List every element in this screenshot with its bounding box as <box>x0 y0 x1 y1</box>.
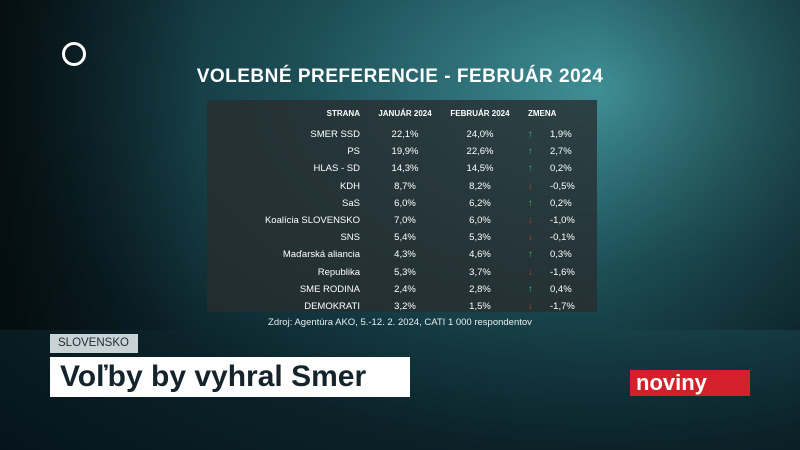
table-cell: ↑ 0,3% <box>518 246 597 263</box>
table-cell: 7,0% <box>394 215 416 227</box>
trend-arrow: ↓ <box>528 215 533 227</box>
change-value: 0,2% <box>550 163 572 175</box>
table-cell: 6,0% <box>469 215 491 227</box>
table-cell: 5,4% <box>394 232 416 244</box>
table-cell: 1,5% <box>469 300 491 312</box>
title: VOLEBNÉ PREFERENCIE - FEBRUÁR 2024 <box>196 66 604 87</box>
change-value: -1,7% <box>550 300 575 312</box>
table-cell: ↑ 1,9% <box>518 126 597 143</box>
table-row: HLAS - SD 14,3% 14,5% ↑ 0,2% <box>207 160 597 177</box>
trend-arrow: ↑ <box>528 146 533 158</box>
table-cell: Maďarská aliancia <box>282 249 360 261</box>
table-row: DEMOKRATI 3,2% 1,5% ↓ -1,7% <box>207 298 597 315</box>
table-cell: SMER SSD <box>310 129 360 141</box>
table-row: SNS 5,4% 5,3% ↓ -0,1% <box>207 229 597 246</box>
source: Zdroj: Agentúra AKO, 5.-12. 2. 2024, CAT… <box>268 317 532 328</box>
table-cell: ↓ -0,5% <box>518 178 597 195</box>
trend-arrow: ↓ <box>528 266 533 278</box>
table-row: Koalícia SLOVENSKO 7,0% 6,0% ↓ -1,0% <box>207 212 597 229</box>
table-panel: STRANA JANUÁR 2024 FEBRUÁR 2024 ZMENA SMER … <box>207 100 597 312</box>
table-cell: HLAS - SD <box>313 163 360 175</box>
table-cell: 22,1% <box>391 129 419 141</box>
headline: Voľby by vyhral Smer <box>50 357 410 397</box>
table-cell: ↓ -1,6% <box>518 264 597 281</box>
table-cell: 4,6% <box>469 249 491 261</box>
table-row: SaS 6,0% 6,2% ↑ 0,2% <box>207 195 597 212</box>
table-cell: PS <box>347 146 360 158</box>
table-row: SME RODINA 2,4% 2,8% ↑ 0,4% <box>207 281 597 298</box>
table-cell: Republika <box>317 266 360 278</box>
trend-arrow: ↑ <box>528 283 533 295</box>
table-cell: ↑ 0,2% <box>518 160 597 177</box>
column-header: JANUÁR 2024 <box>378 108 432 118</box>
table-cell: 14,3% <box>391 163 419 175</box>
table-cell: 19,9% <box>391 146 419 158</box>
table-cell: 4,3% <box>394 249 416 261</box>
table-cell: ↑ 2,7% <box>518 143 597 160</box>
change-value: 0,2% <box>550 197 572 209</box>
table-cell: 6,2% <box>469 197 491 209</box>
table-cell: SME RODINA <box>299 283 360 295</box>
table-cell: SNS <box>340 232 360 244</box>
table-cell: 8,7% <box>394 180 416 192</box>
table-cell: 5,3% <box>394 266 416 278</box>
trend-arrow: ↑ <box>528 197 533 209</box>
table-cell: 3,2% <box>394 300 416 312</box>
table-cell: Koalícia SLOVENSKO <box>264 215 360 227</box>
table-cell: 24,0% <box>466 129 494 141</box>
table-row: Republika 5,3% 3,7% ↓ -1,6% <box>207 264 597 281</box>
header-row: STRANA JANUÁR 2024 FEBRUÁR 2024 ZMENA <box>207 100 597 126</box>
table-cell: ↓ -1,7% <box>518 298 597 315</box>
region-label: SLOVENSKO <box>50 334 138 353</box>
change-value: -0,5% <box>550 180 575 192</box>
table-row: KDH 8,7% 8,2% ↓ -0,5% <box>207 178 597 195</box>
table-cell: ↑ 0,2% <box>518 195 597 212</box>
table-cell: 3,7% <box>469 266 491 278</box>
table-cell: 2,8% <box>469 283 491 295</box>
column-header: STRANA <box>326 108 360 118</box>
table-cell: DEMOKRATI <box>304 300 360 312</box>
table-cell: SaS <box>342 197 360 209</box>
trend-arrow: ↑ <box>528 163 533 175</box>
change-value: 0,4% <box>550 283 572 295</box>
channel-logo <box>62 42 86 66</box>
trend-arrow: ↓ <box>528 180 533 192</box>
change-value: -0,1% <box>550 232 575 244</box>
table-cell: ↓ -0,1% <box>518 229 597 246</box>
change-value: 0,3% <box>550 249 572 261</box>
table-row: SMER SSD 22,1% 24,0% ↑ 1,9% <box>207 126 597 143</box>
trend-arrow: ↓ <box>528 232 533 244</box>
table-cell: ↑ 0,4% <box>518 281 597 298</box>
table-row: Maďarská aliancia 4,3% 4,6% ↑ 0,3% <box>207 246 597 263</box>
table-cell: 6,0% <box>394 197 416 209</box>
change-value: 1,9% <box>550 129 572 141</box>
table-cell: 22,6% <box>466 146 494 158</box>
trend-arrow: ↓ <box>528 300 533 312</box>
trend-arrow: ↑ <box>528 129 533 141</box>
table-cell: 2,4% <box>394 283 416 295</box>
column-header: ZMENA <box>528 108 557 118</box>
table-cell: 8,2% <box>469 180 491 192</box>
table-cell: ↓ -1,0% <box>518 212 597 229</box>
change-value: -1,6% <box>550 266 575 278</box>
change-value: 2,7% <box>550 146 572 158</box>
table: STRANA JANUÁR 2024 FEBRUÁR 2024 ZMENA SMER … <box>207 100 597 315</box>
table-cell: 14,5% <box>466 163 494 175</box>
table-row: PS 19,9% 22,6% ↑ 2,7% <box>207 143 597 160</box>
brand-logo: noviny <box>630 370 750 396</box>
trend-arrow: ↑ <box>528 249 533 261</box>
table-cell: KDH <box>339 180 360 192</box>
column-header: FEBRUÁR 2024 <box>450 108 510 118</box>
table-cell: 5,3% <box>469 232 491 244</box>
change-value: -1,0% <box>550 215 575 227</box>
